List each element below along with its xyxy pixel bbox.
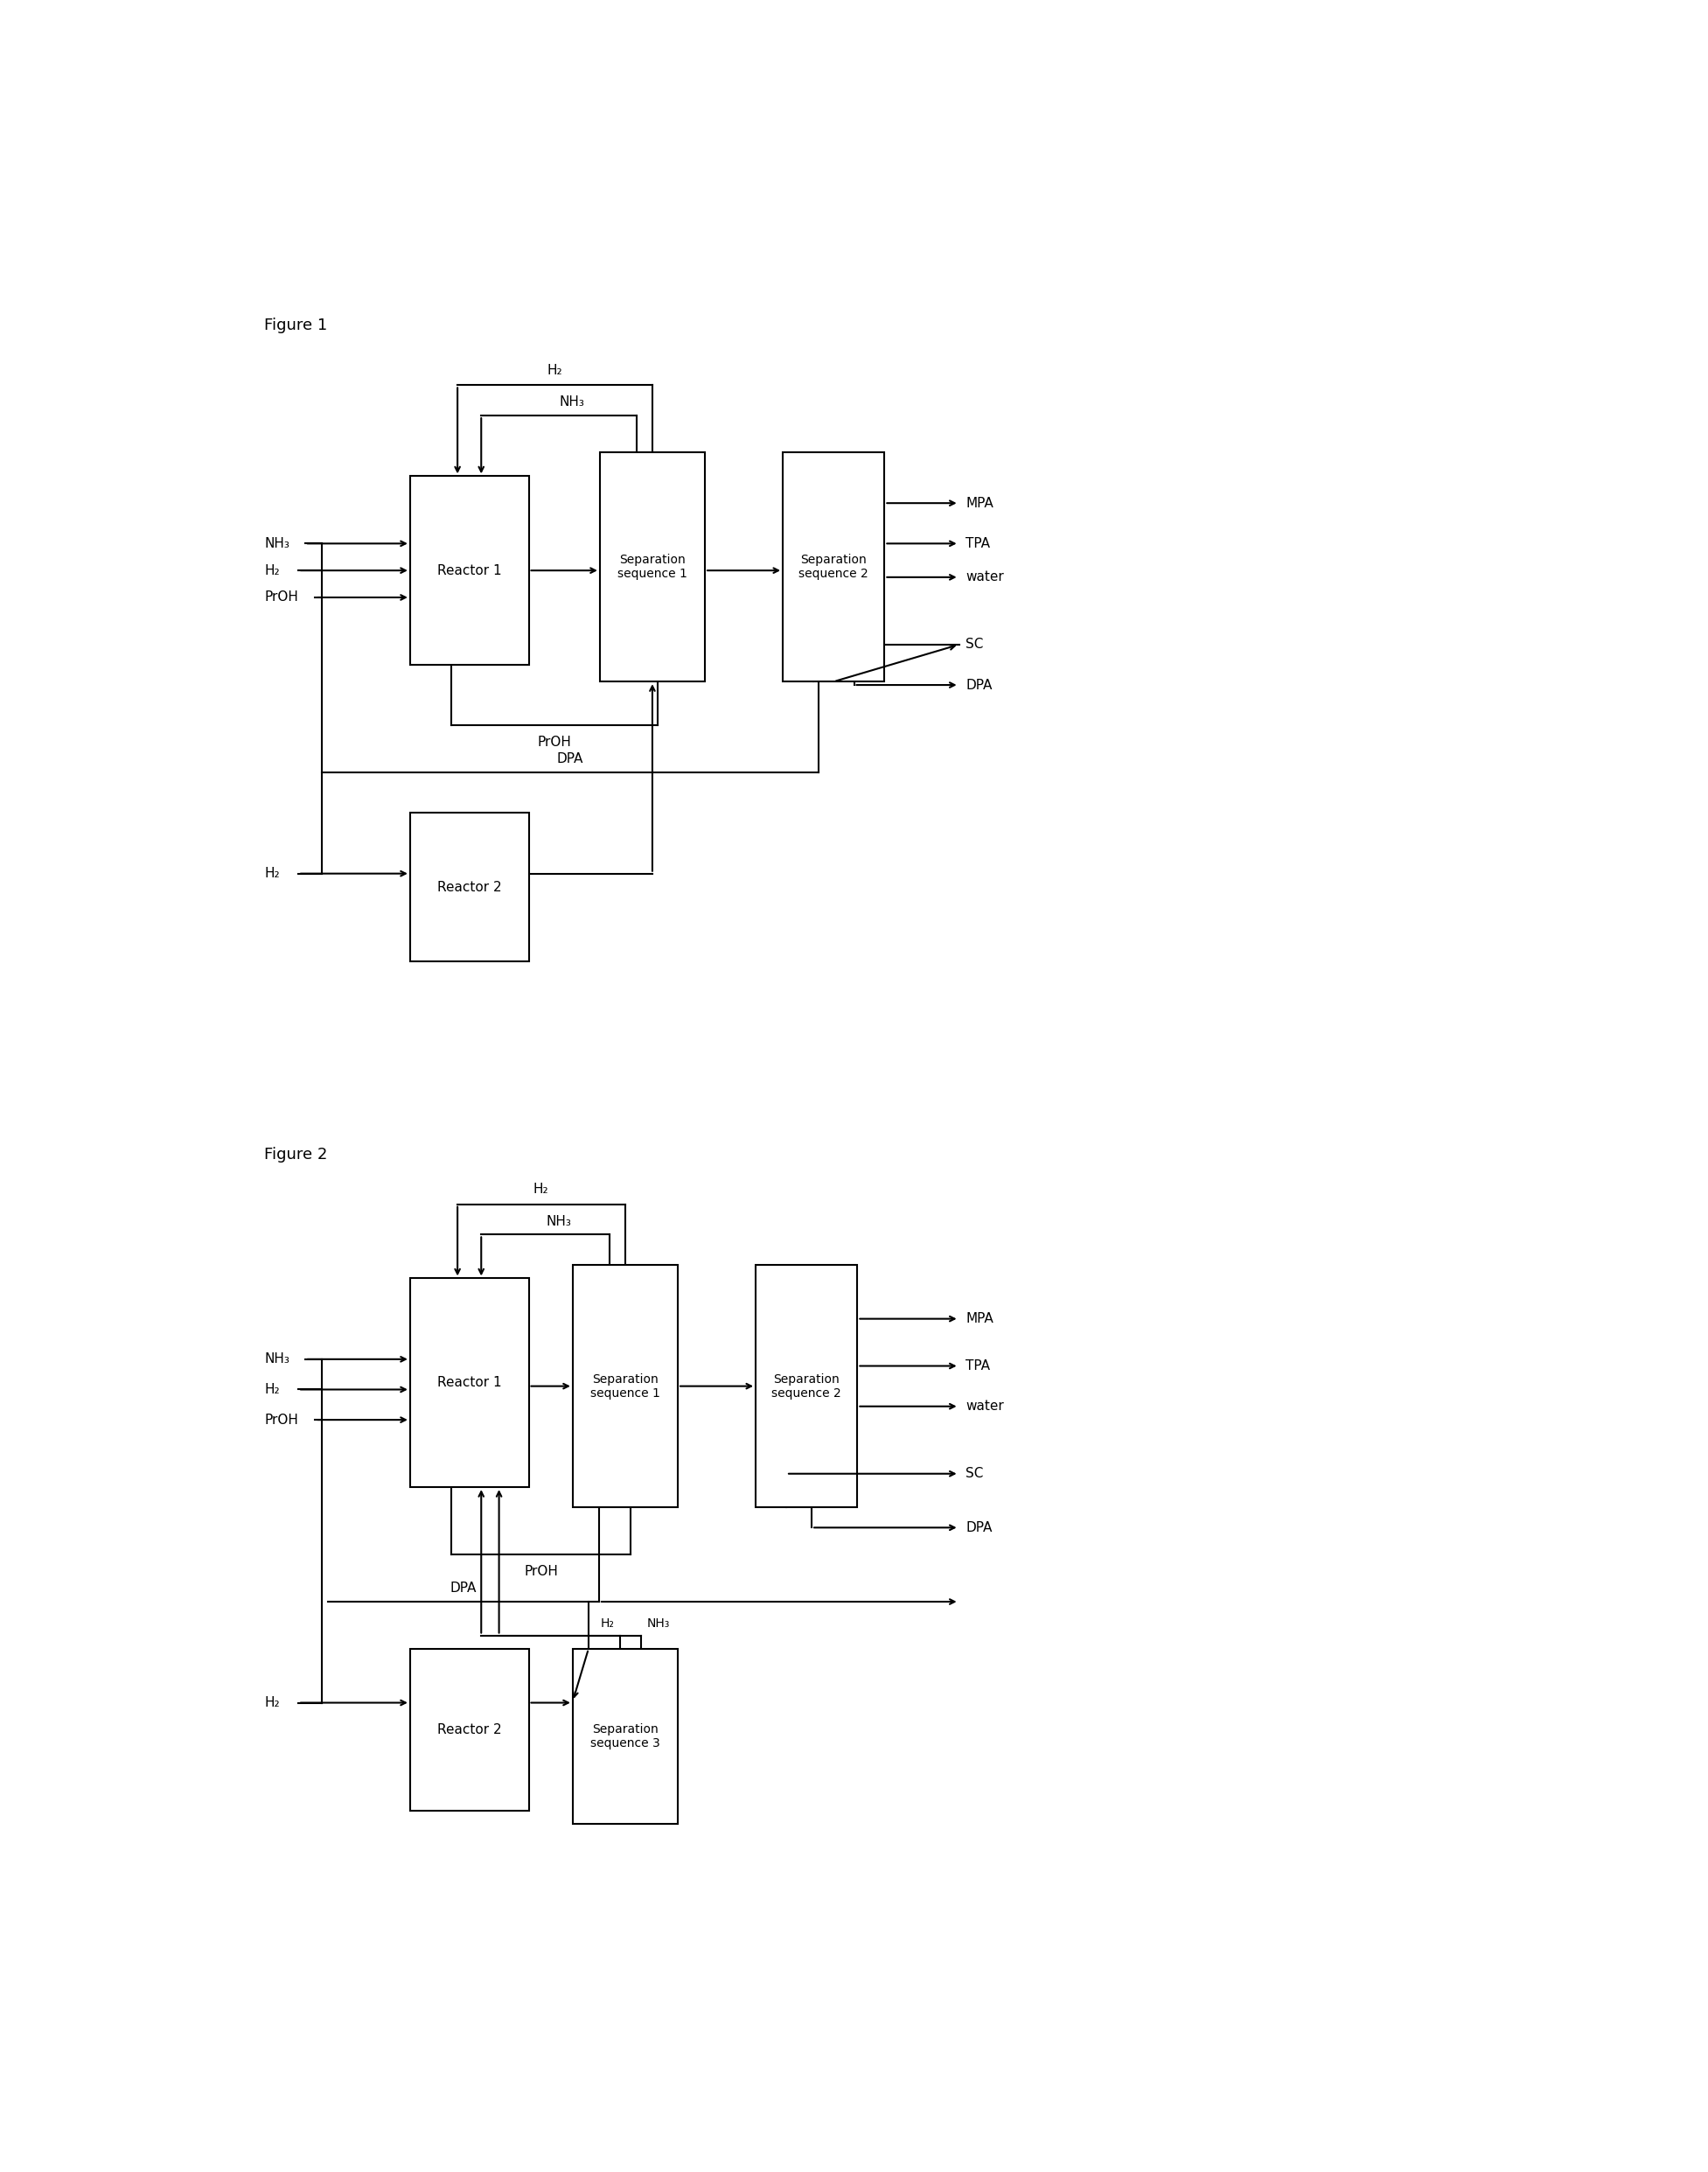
Text: DPA: DPA [557, 754, 584, 767]
Text: H₂: H₂ [265, 565, 280, 578]
Text: H₂: H₂ [265, 1384, 280, 1397]
Text: water: water [965, 1399, 1004, 1414]
FancyBboxPatch shape [572, 1264, 678, 1507]
Text: H₂: H₂ [265, 867, 280, 880]
Text: NH₃: NH₃ [265, 1353, 290, 1366]
Text: Separation
sequence 3: Separation sequence 3 [591, 1722, 659, 1751]
Text: H₂: H₂ [265, 1696, 280, 1709]
Text: Reactor 1: Reactor 1 [437, 565, 502, 578]
Text: Separation
sequence 2: Separation sequence 2 [799, 554, 869, 580]
Text: Separation
sequence 2: Separation sequence 2 [772, 1373, 842, 1399]
Text: PrOH: PrOH [538, 736, 572, 749]
Text: DPA: DPA [451, 1581, 477, 1594]
FancyBboxPatch shape [410, 476, 529, 665]
Text: NH₃: NH₃ [560, 395, 584, 408]
FancyBboxPatch shape [572, 1649, 678, 1824]
Text: Figure 1: Figure 1 [265, 317, 328, 334]
FancyBboxPatch shape [410, 1649, 529, 1811]
Text: SC: SC [965, 1466, 984, 1481]
Text: TPA: TPA [965, 1360, 991, 1373]
Text: Figure 2: Figure 2 [265, 1147, 328, 1162]
Text: NH₃: NH₃ [265, 536, 290, 550]
Text: PrOH: PrOH [265, 1414, 299, 1427]
Text: NH₃: NH₃ [547, 1214, 570, 1227]
FancyBboxPatch shape [782, 452, 885, 682]
Text: Separation
sequence 1: Separation sequence 1 [591, 1373, 661, 1399]
Text: Reactor 2: Reactor 2 [437, 880, 502, 893]
Text: MPA: MPA [965, 497, 994, 510]
FancyBboxPatch shape [410, 812, 529, 962]
Text: TPA: TPA [965, 536, 991, 550]
Text: PrOH: PrOH [265, 591, 299, 604]
Text: H₂: H₂ [533, 1184, 548, 1197]
Text: Reactor 2: Reactor 2 [437, 1722, 502, 1735]
Text: Reactor 1: Reactor 1 [437, 1377, 502, 1390]
Text: H₂: H₂ [601, 1618, 615, 1629]
Text: Separation
sequence 1: Separation sequence 1 [617, 554, 687, 580]
FancyBboxPatch shape [410, 1279, 529, 1488]
Text: DPA: DPA [965, 1520, 992, 1533]
FancyBboxPatch shape [755, 1264, 857, 1507]
Text: water: water [965, 571, 1004, 584]
Text: H₂: H₂ [547, 365, 562, 378]
FancyBboxPatch shape [600, 452, 705, 682]
Text: DPA: DPA [965, 678, 992, 691]
Text: MPA: MPA [965, 1312, 994, 1325]
Text: PrOH: PrOH [524, 1564, 559, 1577]
Text: SC: SC [965, 639, 984, 652]
Text: NH₃: NH₃ [646, 1618, 670, 1629]
